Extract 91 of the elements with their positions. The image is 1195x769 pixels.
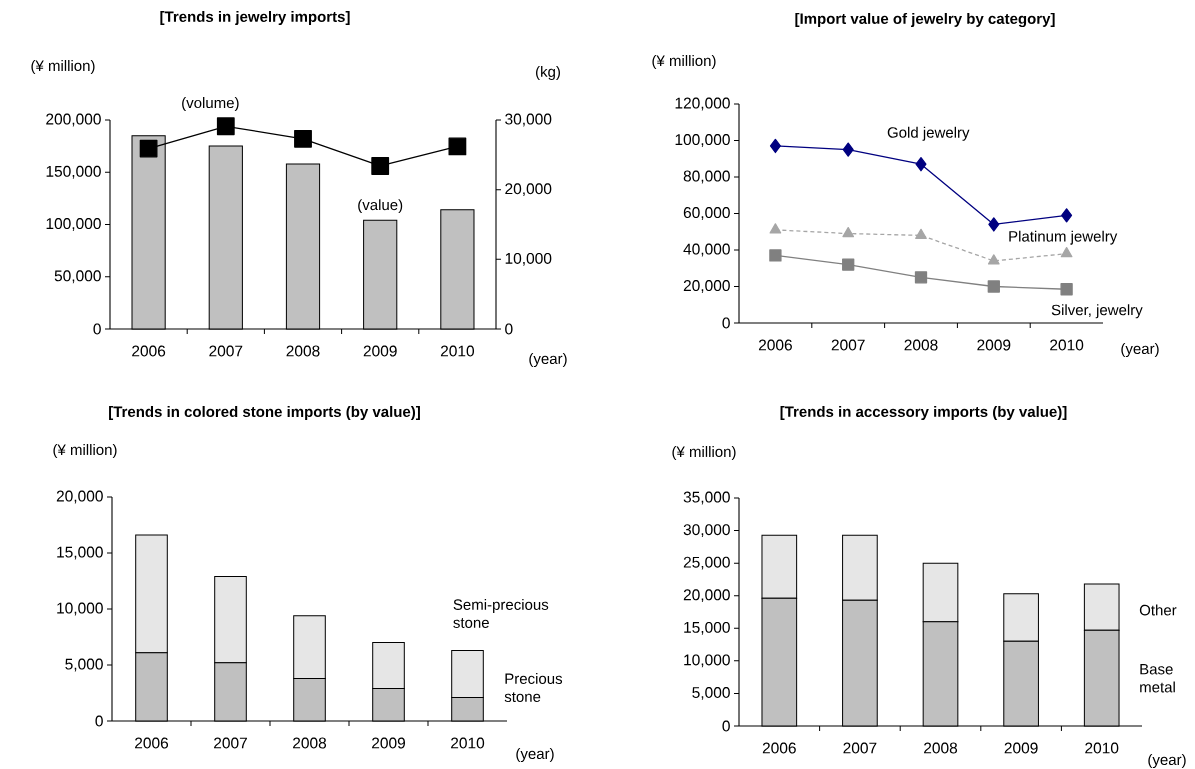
y-tick-label: 15,000 bbox=[684, 621, 730, 635]
x-tick-label: 2010 bbox=[440, 345, 475, 357]
y2-tick-label: 0 bbox=[505, 323, 513, 335]
y-tick-label: 200,000 bbox=[46, 113, 101, 127]
x-tick-label: 2007 bbox=[843, 742, 877, 754]
y-axis-title: (¥ million) bbox=[652, 55, 716, 69]
y-axis-title: (¥ million) bbox=[53, 444, 117, 458]
y2-axis-title: (kg) bbox=[536, 66, 560, 80]
series-label: Semi-precious stone bbox=[453, 598, 549, 628]
x-axis-title: (year) bbox=[516, 748, 554, 762]
y2-tick-label: 30,000 bbox=[505, 113, 552, 127]
chart-title: [Trends in accessory imports (by value)] bbox=[780, 406, 1067, 420]
x-tick-label: 2009 bbox=[363, 345, 397, 357]
y-axis-title: (¥ million) bbox=[672, 446, 736, 460]
x-tick-label: 2009 bbox=[372, 737, 405, 749]
x-tick-label: 2008 bbox=[924, 742, 958, 754]
x-axis-title: (year) bbox=[1148, 754, 1186, 768]
y-tick-label: 10,000 bbox=[684, 654, 730, 668]
x-tick-label: 2010 bbox=[1085, 742, 1119, 754]
point bbox=[1061, 208, 1073, 223]
y-tick-label: 10,000 bbox=[57, 602, 103, 616]
y-tick-label: 20,000 bbox=[683, 280, 730, 293]
x-tick-label: 2006 bbox=[758, 339, 792, 351]
y-tick-label: 20,000 bbox=[56, 490, 103, 504]
y-tick-label: 80,000 bbox=[683, 170, 730, 184]
y2-tick-label: 20,000 bbox=[505, 183, 552, 197]
x-tick-label: 2007 bbox=[214, 737, 247, 749]
series-label: Precious stone bbox=[504, 672, 563, 702]
y-tick-label: 25,000 bbox=[683, 556, 730, 570]
point bbox=[842, 258, 855, 271]
x-tick-label: 2010 bbox=[451, 737, 485, 749]
x-tick-label: 2006 bbox=[762, 742, 796, 754]
series-label: Gold jewelry bbox=[887, 126, 970, 141]
y-tick-label: 0 bbox=[93, 323, 101, 335]
x-tick-label: 2010 bbox=[1050, 339, 1084, 351]
series-label: (volume) bbox=[182, 97, 239, 112]
point bbox=[1060, 247, 1073, 258]
y-tick-label: 15,000 bbox=[57, 546, 103, 560]
chart-title: [Import value of jewelry by category] bbox=[795, 12, 1055, 28]
y-tick-label: 0 bbox=[722, 317, 730, 329]
y-tick-label: 20,000 bbox=[683, 589, 730, 603]
point bbox=[769, 249, 782, 262]
point bbox=[987, 280, 1000, 293]
y-tick-label: 5,000 bbox=[692, 687, 730, 700]
y-tick-label: 40,000 bbox=[683, 243, 730, 257]
series-label: Platinum jewelry bbox=[1009, 230, 1118, 245]
x-tick-label: 2007 bbox=[209, 345, 243, 357]
point bbox=[769, 138, 781, 154]
series-label: Base metal bbox=[1140, 664, 1175, 693]
point bbox=[371, 157, 390, 175]
x-tick-label: 2006 bbox=[135, 737, 169, 749]
point bbox=[216, 117, 235, 136]
y-tick-label: 150,000 bbox=[46, 165, 101, 179]
series-label: (value) bbox=[358, 199, 403, 214]
x-tick-label: 2008 bbox=[904, 339, 938, 351]
point bbox=[842, 142, 854, 157]
y-tick-label: 60,000 bbox=[683, 207, 730, 220]
y-tick-label: 100,000 bbox=[675, 134, 730, 147]
y-axis-title: (¥ million) bbox=[31, 60, 95, 74]
x-tick-label: 2009 bbox=[977, 339, 1011, 351]
y-tick-label: 35,000 bbox=[683, 491, 730, 505]
chart-title: [Trends in colored stone imports (by value)] bbox=[109, 406, 420, 420]
x-tick-label: 2008 bbox=[286, 345, 320, 357]
y-tick-label: 100,000 bbox=[46, 218, 101, 231]
point bbox=[139, 139, 158, 158]
y2-tick-label: 10,000 bbox=[505, 252, 552, 266]
y-tick-label: 50,000 bbox=[54, 270, 101, 284]
x-axis-title: (year) bbox=[529, 353, 567, 367]
point bbox=[987, 254, 1000, 265]
point bbox=[294, 129, 312, 148]
point bbox=[915, 157, 927, 172]
y-tick-label: 5,000 bbox=[65, 658, 103, 672]
y-tick-label: 120,000 bbox=[675, 97, 730, 111]
x-tick-label: 2008 bbox=[293, 737, 327, 749]
point bbox=[448, 137, 467, 156]
x-tick-label: 2006 bbox=[132, 345, 166, 357]
y-tick-label: 30,000 bbox=[683, 524, 730, 537]
point bbox=[988, 217, 1000, 232]
x-axis-title: (year) bbox=[1121, 343, 1159, 357]
point bbox=[915, 228, 927, 240]
point bbox=[1060, 283, 1073, 296]
x-tick-label: 2009 bbox=[1004, 742, 1038, 754]
y-tick-label: 0 bbox=[95, 715, 103, 727]
series-label: Silver, jewelry bbox=[1051, 304, 1143, 319]
chart-title: [Trends in jewelry imports] bbox=[160, 11, 350, 25]
y-tick-label: 0 bbox=[722, 720, 730, 732]
point bbox=[842, 226, 855, 238]
point bbox=[769, 223, 782, 234]
point bbox=[914, 271, 928, 284]
x-tick-label: 2007 bbox=[831, 339, 865, 351]
series-label: Other bbox=[1139, 604, 1177, 616]
